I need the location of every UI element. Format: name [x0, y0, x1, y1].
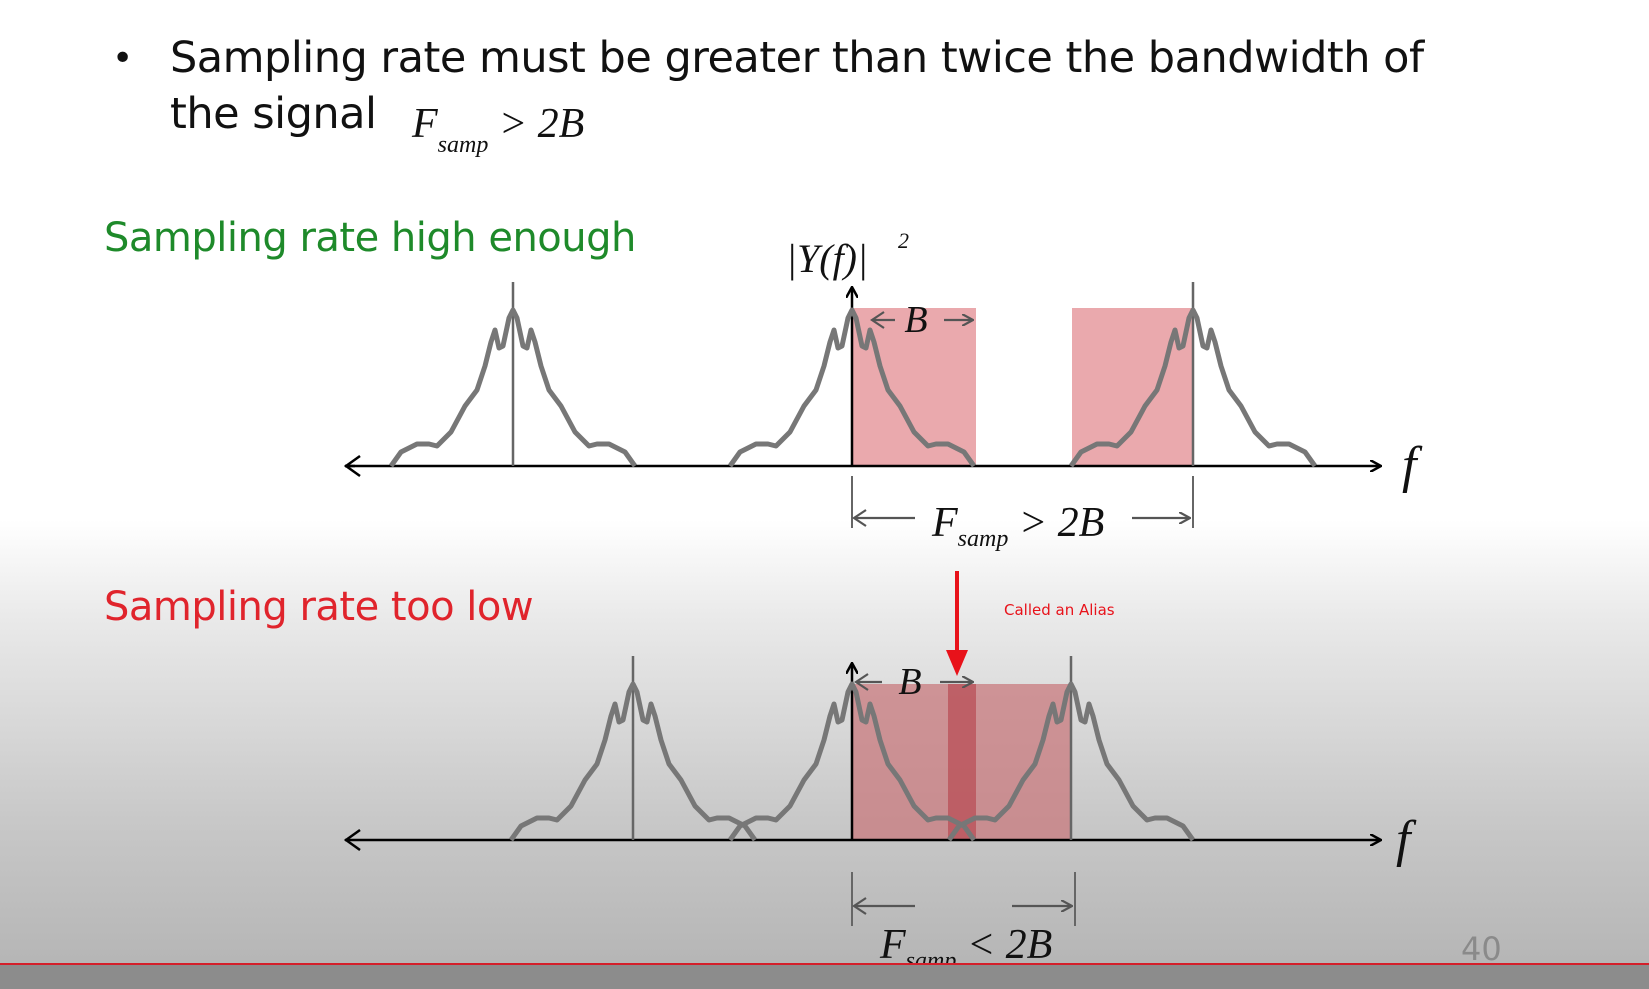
- bottom-spectrum-diagram: B f Fsamp < 2B: [343, 656, 1417, 974]
- top-magnitude-label: |Y(f)|: [786, 236, 868, 281]
- top-replica-curve-left: [388, 307, 638, 468]
- slide-number: 40: [1461, 930, 1502, 968]
- top-interval-arrowhead-left: [852, 509, 867, 527]
- bottom-replica-curve-left: [508, 681, 758, 842]
- bottom-alias-band: [948, 684, 976, 840]
- top-magnitude-exponent: 2: [898, 228, 909, 253]
- top-spectrum-diagram: B |Y(f)| 2 f Fsamp > 2B: [343, 228, 1423, 552]
- top-axis-left-arrow: [343, 454, 361, 478]
- top-b-arrowhead-left: [870, 311, 885, 329]
- footer-bar: [0, 965, 1649, 989]
- alias-arrow-head: [946, 650, 968, 676]
- bullet-text: Sampling rate must be greater than twice…: [170, 30, 1470, 142]
- bullet-line-2: the signal: [170, 89, 377, 139]
- bottom-axis-left-arrow: [343, 828, 361, 852]
- heading-too-low: Sampling rate too low: [104, 584, 534, 630]
- bottom-axis-f-label: f: [1396, 811, 1417, 868]
- bottom-replica-curve-centre: [727, 681, 977, 842]
- alias-annotation: Called an Alias: [1004, 601, 1115, 619]
- top-bandwidth-label: B: [904, 299, 927, 341]
- bottom-interval-arrowhead-left: [852, 897, 867, 915]
- formula-sub: samp: [437, 132, 489, 159]
- top-interval-label: Fsamp > 2B: [931, 500, 1104, 552]
- bullet-marker: •: [112, 38, 134, 79]
- bottom-bandwidth-label: B: [898, 661, 921, 703]
- bottom-replica-curve-right: [946, 681, 1196, 842]
- top-replica-curve-right: [1068, 307, 1318, 468]
- top-replica-curve-centre: [727, 307, 977, 468]
- heading-high-enough: Sampling rate high enough: [104, 215, 636, 261]
- bullet-line-1: Sampling rate must be greater than twice…: [170, 33, 1424, 83]
- sampling-condition-formula: Fsamp > 2B: [412, 100, 585, 158]
- top-axis-f-label: f: [1402, 437, 1423, 494]
- bottom-b-arrowhead-left: [854, 673, 869, 691]
- formula-rest: > 2B: [488, 101, 585, 147]
- bottom-interval-label: Fsamp < 2B: [879, 922, 1052, 974]
- bottom-spectrum-curves: [508, 681, 1196, 842]
- top-spectrum-curves: [388, 307, 1318, 468]
- formula-f: F: [412, 101, 438, 147]
- footer-rule: [0, 963, 1649, 965]
